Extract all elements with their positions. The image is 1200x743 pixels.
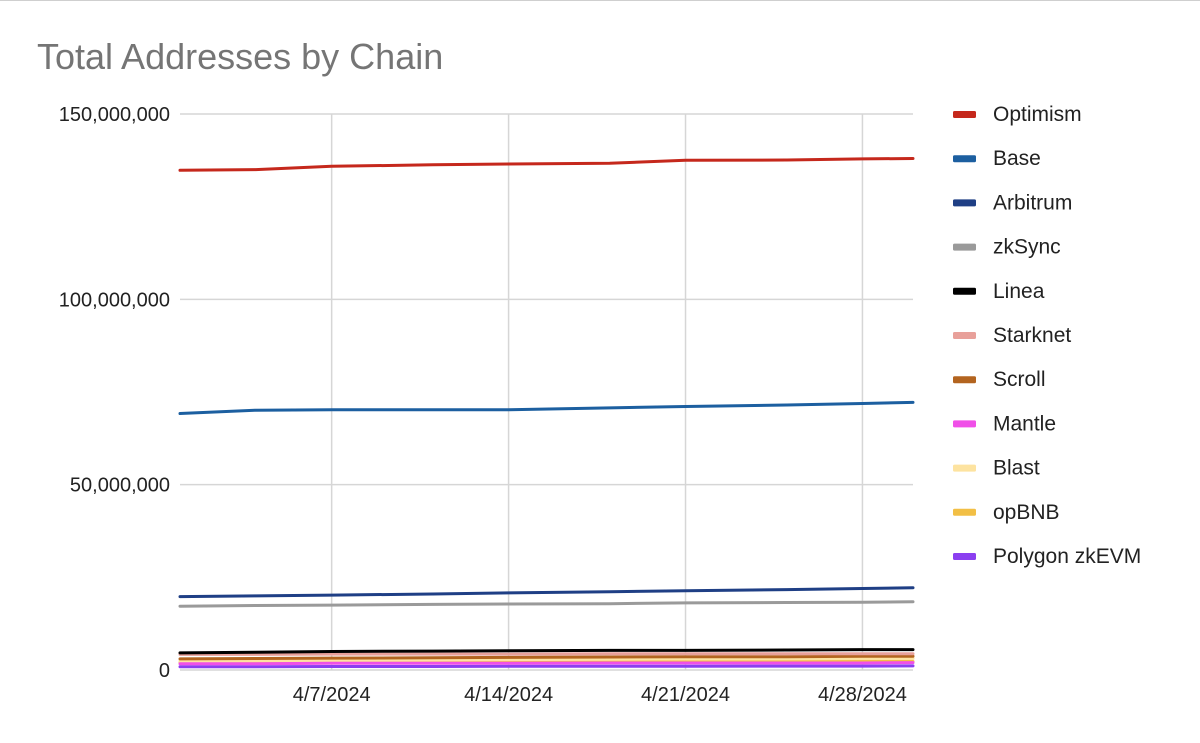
legend-swatch-zksync bbox=[953, 243, 976, 251]
legend-label-optimism: Optimism bbox=[993, 103, 1082, 126]
series-line-optimism bbox=[178, 157, 915, 172]
series-line-arbitrum bbox=[178, 586, 915, 599]
series-line-scroll bbox=[178, 654, 915, 661]
series-line-polygon-zkevm bbox=[178, 664, 915, 669]
legend-label-zksync: zkSync bbox=[993, 236, 1061, 259]
y-tick-label: 100,000,000 bbox=[59, 289, 170, 311]
series-line-base bbox=[178, 400, 915, 415]
series-line-mantle bbox=[178, 661, 915, 666]
legend-swatch-base bbox=[953, 155, 976, 163]
legend-label-opbnb: opBNB bbox=[993, 501, 1060, 524]
legend-swatch-arbitrum bbox=[953, 199, 976, 207]
series-line-blast bbox=[178, 657, 915, 663]
top-divider bbox=[0, 0, 1200, 1]
legend-swatch-linea bbox=[953, 287, 976, 295]
y-tick-label: 0 bbox=[159, 660, 170, 682]
legend-label-starknet: Starknet bbox=[993, 324, 1071, 347]
legend-swatch-starknet bbox=[953, 332, 976, 339]
legend-swatch-opbnb bbox=[953, 508, 976, 516]
legend-label-linea: Linea bbox=[993, 280, 1045, 303]
series-line-linea bbox=[178, 648, 915, 655]
legend-swatch-polygon-zkevm bbox=[953, 553, 976, 560]
legend-label-base: Base bbox=[993, 147, 1041, 170]
series-line-starknet bbox=[178, 652, 915, 656]
x-tick-label: 4/7/2024 bbox=[293, 684, 371, 706]
legend-label-arbitrum: Arbitrum bbox=[993, 191, 1072, 214]
legend-swatch-blast bbox=[953, 464, 976, 472]
x-tick-label: 4/14/2024 bbox=[464, 684, 553, 706]
legend-swatch-scroll bbox=[953, 376, 976, 384]
legend-label-polygon-zkevm: Polygon zkEVM bbox=[993, 545, 1141, 568]
legend-swatch-optimism bbox=[953, 111, 976, 118]
legend-label-blast: Blast bbox=[993, 457, 1040, 480]
legend-label-mantle: Mantle bbox=[993, 412, 1056, 435]
y-tick-label: 150,000,000 bbox=[59, 104, 170, 126]
legend-label-scroll: Scroll bbox=[993, 368, 1046, 391]
legend-swatch-mantle bbox=[953, 420, 976, 428]
y-tick-label: 50,000,000 bbox=[70, 475, 170, 497]
x-tick-label: 4/21/2024 bbox=[641, 684, 730, 706]
series-line-zksync bbox=[178, 600, 915, 608]
chart-title: Total Addresses by Chain bbox=[37, 36, 444, 77]
x-tick-label: 4/28/2024 bbox=[818, 684, 907, 706]
